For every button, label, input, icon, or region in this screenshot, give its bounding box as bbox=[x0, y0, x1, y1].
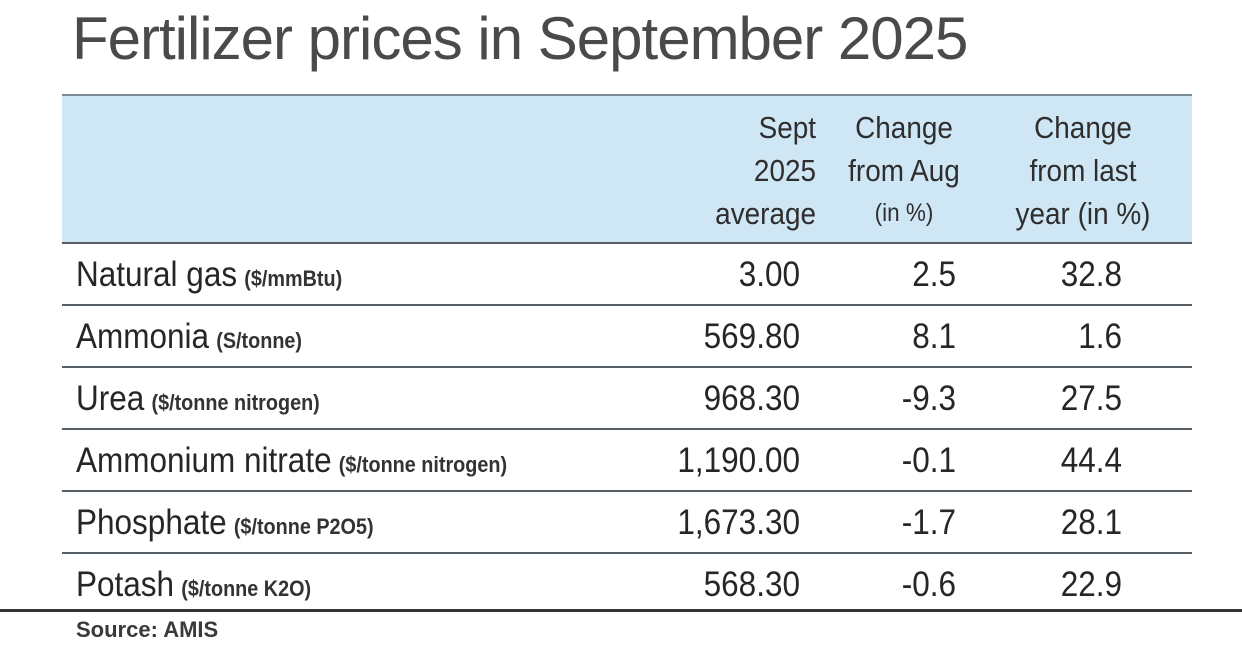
cell-average: 1,673.30 bbox=[677, 503, 800, 542]
cell-change-year: 22.9 bbox=[1060, 565, 1122, 604]
row-name: Natural gas bbox=[76, 255, 238, 294]
row-name: Ammonium nitrate bbox=[76, 441, 332, 480]
row-unit: ($/tonne K2O) bbox=[181, 576, 312, 601]
table-row: Ammonia (S/tonne) 569.80 8.1 1.6 bbox=[62, 306, 1192, 368]
cell-average: 3.00 bbox=[738, 255, 800, 294]
row-name: Ammonia bbox=[76, 317, 210, 356]
cell-average: 568.30 bbox=[703, 565, 800, 604]
row-unit: ($/tonne P2O5) bbox=[233, 514, 374, 539]
cell-change-aug: -9.3 bbox=[901, 379, 956, 418]
cell-average: 1,190.00 bbox=[677, 441, 800, 480]
header-line: year (in %) bbox=[1015, 196, 1151, 231]
row-unit: ($/tonne nitrogen) bbox=[338, 452, 508, 477]
price-table: Sept 2025 average Change from Aug (in %)… bbox=[62, 94, 1192, 614]
table-header: Sept 2025 average Change from Aug (in %)… bbox=[62, 94, 1192, 244]
header-line: 2025 bbox=[753, 153, 816, 188]
cell-change-aug: 2.5 bbox=[912, 255, 956, 294]
cell-change-aug: -0.1 bbox=[901, 441, 956, 480]
cell-change-year: 1.6 bbox=[1078, 317, 1122, 356]
header-line: Sept bbox=[758, 110, 816, 145]
bottom-rule bbox=[0, 609, 1242, 612]
cell-change-aug: -0.6 bbox=[901, 565, 956, 604]
row-label: Natural gas ($/mmBtu) bbox=[76, 244, 342, 304]
row-label: Potash ($/tonne K2O) bbox=[76, 554, 311, 614]
cell-average: 569.80 bbox=[703, 317, 800, 356]
cell-average: 968.30 bbox=[703, 379, 800, 418]
header-line: Change bbox=[855, 110, 953, 145]
row-label: Ammonia (S/tonne) bbox=[76, 306, 302, 366]
header-line: average bbox=[715, 196, 816, 231]
row-unit: (S/tonne) bbox=[216, 328, 303, 353]
table-row: Urea ($/tonne nitrogen) 968.30 -9.3 27.5 bbox=[62, 368, 1192, 430]
chart-title: Fertilizer prices in September 2025 bbox=[72, 5, 968, 72]
row-label: Urea ($/tonne nitrogen) bbox=[76, 368, 320, 428]
table-row: Ammonium nitrate ($/tonne nitrogen) 1,190… bbox=[62, 430, 1192, 492]
cell-change-year: 32.8 bbox=[1060, 255, 1122, 294]
header-line: (in %) bbox=[874, 199, 934, 227]
cell-change-aug: -1.7 bbox=[901, 503, 956, 542]
row-name: Urea bbox=[76, 379, 145, 418]
cell-change-year: 27.5 bbox=[1060, 379, 1122, 418]
header-change-from-aug: Change from Aug (in %) bbox=[832, 106, 976, 235]
table-row: Natural gas ($/mmBtu) 3.00 2.5 32.8 bbox=[62, 244, 1192, 306]
row-label: Phosphate ($/tonne P2O5) bbox=[76, 492, 374, 552]
cell-change-aug: 8.1 bbox=[912, 317, 956, 356]
header-line: Change bbox=[1034, 110, 1132, 145]
row-unit: ($/tonne nitrogen) bbox=[151, 390, 320, 415]
cell-change-year: 28.1 bbox=[1060, 503, 1122, 542]
header-change-from-last-year: Change from last year (in %) bbox=[1005, 106, 1162, 235]
source-note: Source: AMIS bbox=[76, 617, 219, 642]
header-line: from last bbox=[1029, 153, 1137, 188]
cell-change-year: 44.4 bbox=[1060, 441, 1122, 480]
row-name: Phosphate bbox=[76, 503, 227, 542]
header-line: from Aug bbox=[848, 153, 960, 188]
row-label: Ammonium nitrate ($/tonne nitrogen) bbox=[76, 430, 507, 490]
row-unit: ($/mmBtu) bbox=[244, 266, 343, 291]
table-row: Potash ($/tonne K2O) 568.30 -0.6 22.9 bbox=[62, 554, 1192, 614]
row-name: Potash bbox=[76, 565, 175, 604]
table-row: Phosphate ($/tonne P2O5) 1,673.30 -1.7 28… bbox=[62, 492, 1192, 554]
header-sept-average: Sept 2025 average bbox=[683, 106, 816, 235]
